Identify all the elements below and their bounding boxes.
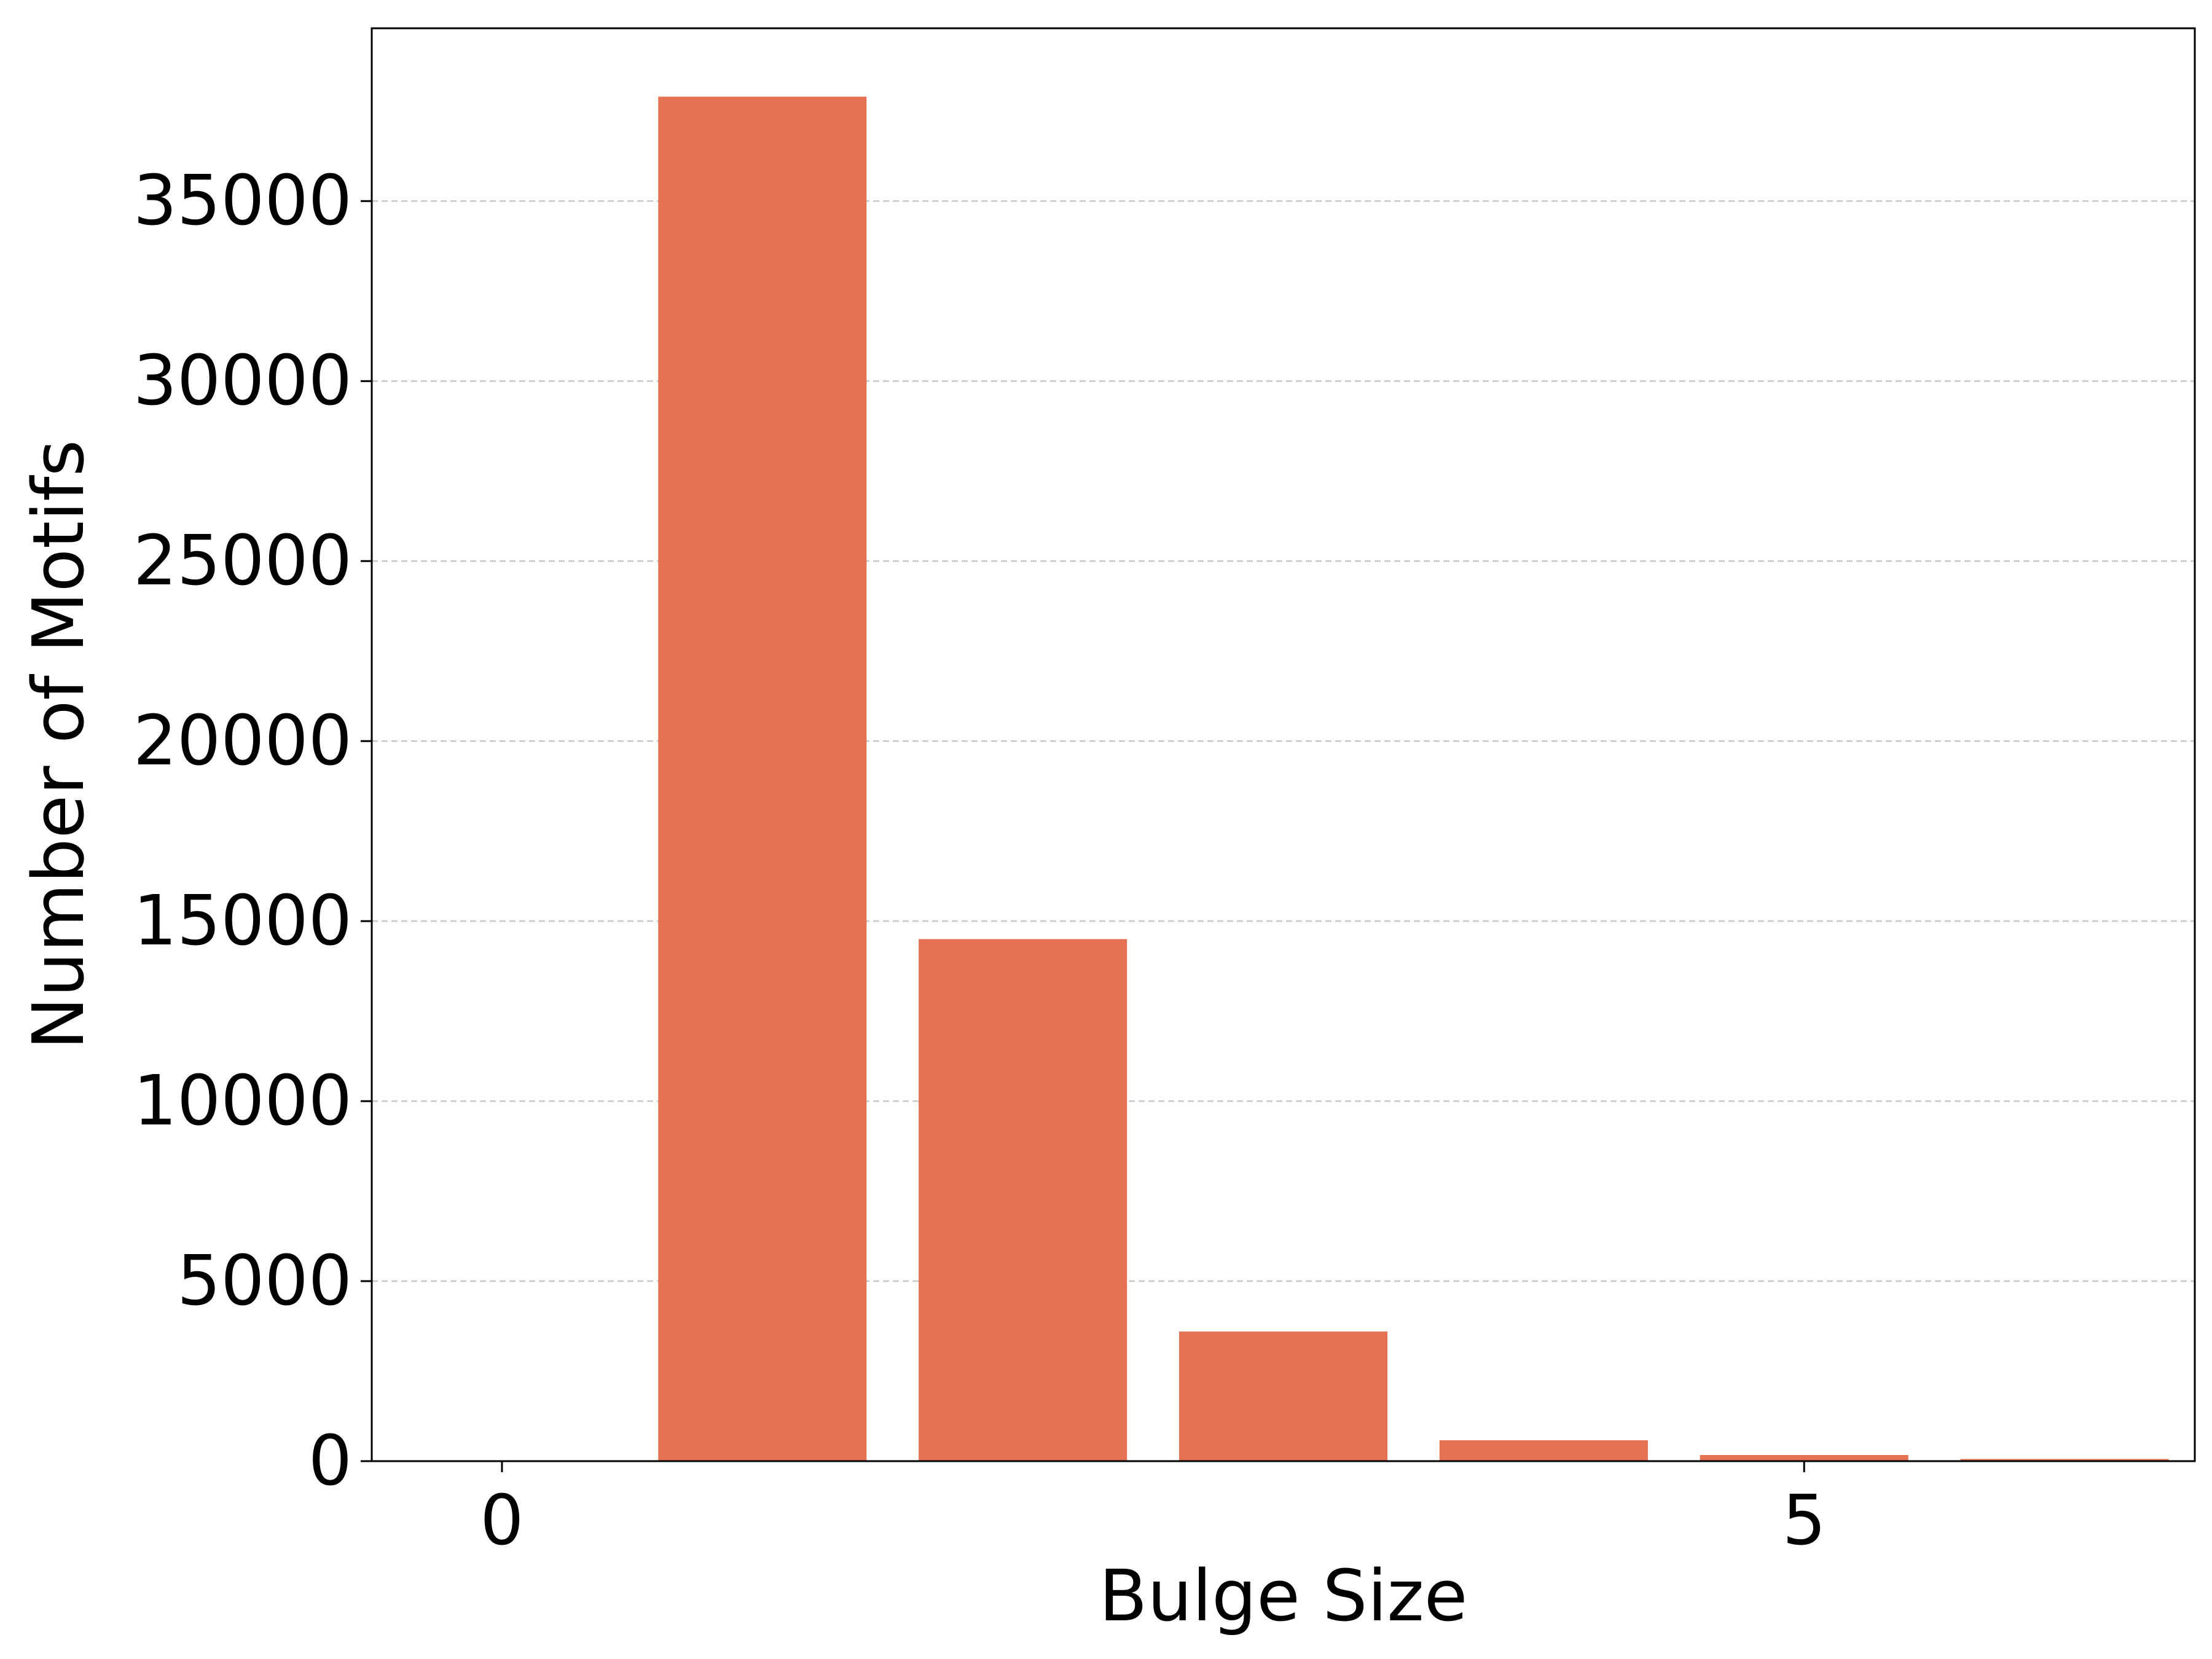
bar (1960, 1459, 2169, 1461)
y-tick-label: 30000 (133, 341, 352, 421)
y-axis-label: Number of Motifs (18, 440, 100, 1050)
bar (1179, 1332, 1388, 1461)
bar (658, 96, 867, 1461)
bar (1439, 1440, 1648, 1461)
gridlines (372, 200, 2195, 1282)
y-tick-label: 20000 (133, 701, 352, 781)
y-tick-label: 15000 (133, 881, 352, 961)
bar (1700, 1455, 1908, 1461)
plot-frame (371, 27, 2196, 1462)
y-tick-label: 10000 (133, 1061, 352, 1141)
x-tick-label: 5 (1783, 1481, 1826, 1561)
x-axis-label: Bulge Size (1099, 1555, 1467, 1637)
ticks: 0 5000 10000 15000 20000 25000 30000 35000 0 5 (133, 161, 1826, 1561)
bars (658, 96, 2169, 1461)
y-tick-label: 0 (308, 1421, 352, 1501)
y-tick-label: 5000 (177, 1241, 352, 1321)
y-tick-label: 25000 (133, 521, 352, 601)
bar (919, 939, 1128, 1461)
y-tick-label: 35000 (133, 161, 352, 241)
x-tick-label: 0 (480, 1481, 524, 1561)
